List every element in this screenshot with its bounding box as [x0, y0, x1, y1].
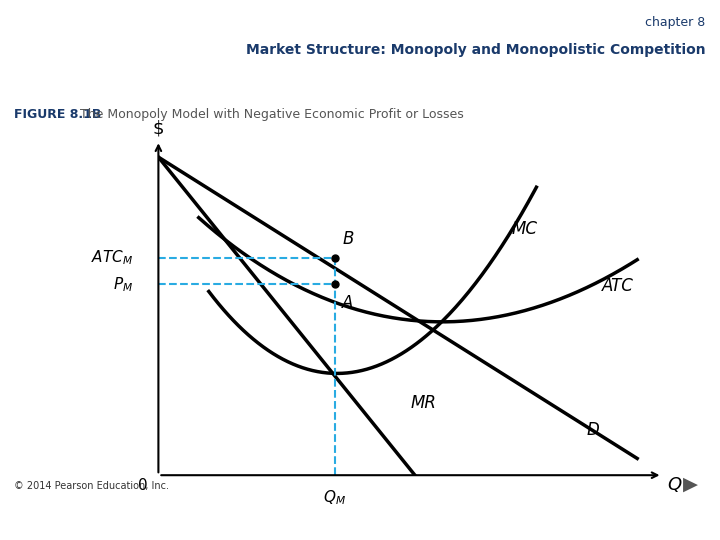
Text: Q: Q	[667, 476, 682, 494]
Text: 0: 0	[138, 478, 148, 492]
Text: ATC: ATC	[602, 277, 634, 295]
Text: B: B	[343, 230, 354, 247]
Text: D: D	[587, 421, 600, 439]
Text: ALWAYS LEARNING: ALWAYS LEARNING	[14, 515, 146, 528]
Text: FIGURE 8.1B: FIGURE 8.1B	[14, 108, 102, 121]
Text: ▶: ▶	[683, 475, 698, 494]
Text: PEARSON: PEARSON	[565, 509, 706, 533]
Text: Market Structure: Monopoly and Monopolistic Competition: Market Structure: Monopoly and Monopolis…	[246, 43, 706, 57]
Text: $P_M$: $P_M$	[113, 275, 133, 294]
Text: MR: MR	[410, 394, 436, 412]
Text: $ATC_M$: $ATC_M$	[91, 248, 133, 267]
Text: A: A	[343, 294, 354, 313]
Text: © 2014 Pearson Education, Inc.: © 2014 Pearson Education, Inc.	[14, 481, 169, 491]
Text: chapter 8: chapter 8	[645, 16, 706, 29]
Text: The Monopoly Model with Negative Economic Profit or Losses: The Monopoly Model with Negative Economi…	[76, 108, 464, 121]
Text: $Q_M$: $Q_M$	[323, 489, 346, 507]
Text: MC: MC	[511, 220, 537, 238]
Text: $: $	[153, 119, 164, 137]
